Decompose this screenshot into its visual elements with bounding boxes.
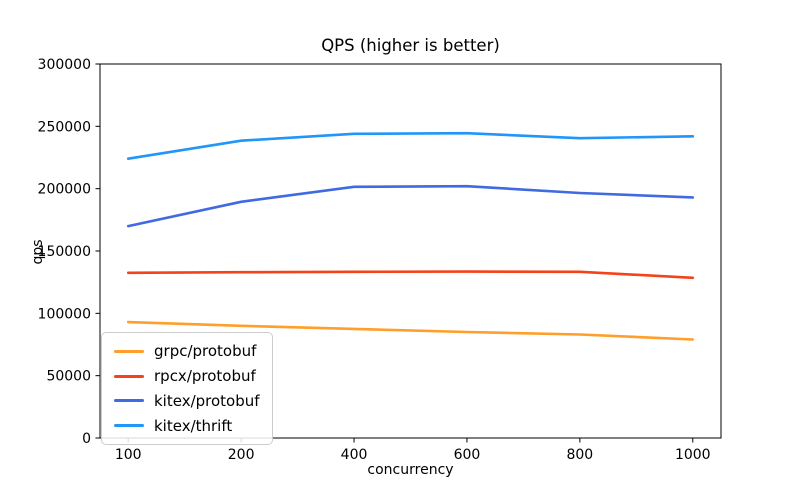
legend-line-sample-rpcx: [114, 374, 144, 378]
legend-label: kitex/protobuf: [154, 391, 260, 410]
svg-text:250000: 250000: [38, 119, 91, 135]
y-axis-label: qps: [30, 239, 46, 265]
svg-text:400: 400: [341, 447, 368, 463]
svg-text:300000: 300000: [38, 57, 91, 73]
legend-item-kitex-protobuf: kitex/protobuf: [114, 389, 260, 413]
x-axis-label: concurrency: [367, 462, 454, 478]
legend-item-grpc-protobuf: grpc/protobuf: [114, 339, 260, 363]
legend-label: rpcx/protobuf: [154, 367, 256, 386]
svg-text:100: 100: [115, 447, 142, 463]
legend-label: grpc/protobuf: [154, 342, 257, 361]
svg-text:50000: 50000: [46, 369, 91, 385]
svg-text:0: 0: [82, 431, 91, 447]
legend-line-sample-grpc: [114, 349, 144, 353]
legend-line-sample-kitex-thrift: [114, 424, 144, 428]
legend-line-sample-kitex-protobuf: [114, 399, 144, 403]
svg-text:100000: 100000: [38, 306, 91, 322]
legend: grpc/protobuf rpcx/protobuf kitex/protob…: [101, 332, 273, 445]
svg-text:200: 200: [228, 447, 255, 463]
svg-text:1000: 1000: [675, 447, 711, 463]
svg-text:600: 600: [454, 447, 481, 463]
legend-item-rpcx-protobuf: rpcx/protobuf: [114, 364, 260, 388]
svg-text:200000: 200000: [38, 182, 91, 198]
svg-text:150000: 150000: [38, 244, 91, 260]
svg-text:800: 800: [566, 447, 593, 463]
chart-title: QPS (higher is better): [321, 36, 500, 55]
legend-label: kitex/thrift: [154, 416, 233, 435]
legend-item-kitex-thrift: kitex/thrift: [114, 414, 260, 438]
